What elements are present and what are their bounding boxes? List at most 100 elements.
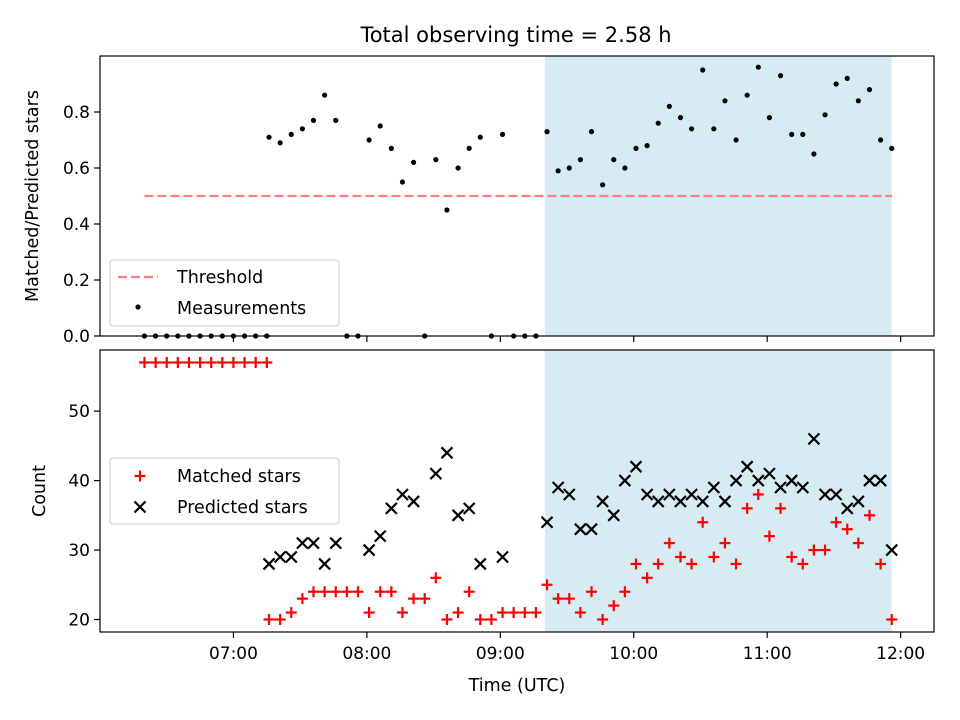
measurement-point (811, 151, 817, 157)
predicted-point (607, 509, 621, 522)
matched-point (374, 586, 386, 598)
measurement-point (410, 159, 417, 165)
predicted-point (874, 474, 887, 487)
predicted-point (651, 495, 665, 508)
legend: Threshold Measurements (109, 259, 340, 327)
measurement-point (288, 131, 294, 137)
matched-point (194, 357, 206, 369)
predicted-point (540, 515, 554, 529)
matched-point (519, 607, 531, 619)
legend-measurements-label: Measurements (177, 299, 306, 319)
predicted-point (329, 536, 343, 550)
predicted-point (618, 474, 632, 487)
x-tick-label: 07:00 (209, 644, 258, 664)
measurement-point (499, 131, 506, 137)
measurement-point (711, 126, 717, 132)
matched-point (419, 593, 431, 605)
measurement-point (444, 207, 450, 213)
predicted-point (752, 474, 765, 487)
measurement-point (866, 87, 873, 93)
matched-point (216, 357, 228, 369)
predicted-point (429, 467, 443, 480)
measurement-point (688, 126, 695, 132)
y-tick-label: 30 (68, 541, 90, 561)
matched-point (296, 593, 308, 605)
matched-point (686, 558, 698, 570)
matched-point (752, 488, 764, 500)
measurement-point (277, 140, 283, 146)
measurement-point (844, 75, 850, 81)
matched-point (227, 357, 239, 369)
matched-point (619, 586, 631, 598)
measurement-point (666, 103, 672, 109)
y-tick-label: 0.6 (63, 159, 90, 179)
predicted-point (863, 474, 876, 487)
y-tick-label: 20 (68, 610, 90, 630)
legend-box (109, 259, 340, 327)
predicted-point (496, 550, 509, 564)
matched-point (574, 607, 586, 619)
top-panel-ratio: 0.00.20.40.60.8 Matched/Predicted stars … (23, 55, 935, 347)
legend-plus-marker (134, 470, 146, 482)
measurement-point (700, 67, 706, 73)
predicted-point (562, 488, 576, 501)
matched-point (363, 607, 375, 619)
measurement-point (299, 126, 305, 132)
predicted-point (385, 502, 398, 515)
legend-matched-swatch (134, 470, 146, 482)
x-tick-label: 12:00 (876, 644, 925, 664)
legend-x-marker (133, 500, 147, 514)
matched-point (485, 613, 497, 625)
legend-threshold-label: Threshold (176, 268, 263, 288)
y-tick-label: 0.0 (63, 327, 90, 347)
matched-point (674, 551, 686, 563)
predicted-point (373, 529, 387, 543)
predicted-point (674, 495, 687, 508)
measurement-point (789, 131, 795, 137)
predicted-point (284, 550, 298, 564)
legend-predicted-swatch (133, 500, 147, 514)
matched-point (308, 586, 320, 598)
predicted-point (551, 481, 565, 494)
measurement-point (833, 81, 839, 87)
predicted-point (474, 557, 487, 571)
measurement-point (466, 145, 472, 151)
axes-frame (99, 55, 935, 337)
measurement-point (744, 92, 750, 98)
matched-point (408, 593, 420, 605)
measurement-point (755, 64, 761, 70)
measurement-point (266, 134, 272, 140)
measurement-point (399, 179, 406, 185)
predicted-point (707, 481, 721, 494)
predicted-point (451, 509, 465, 522)
x-ticks: 07:00 08:00 09:00 10:00 11:00 12:00 (209, 632, 925, 664)
matched-point (763, 530, 775, 542)
matched-point (508, 607, 520, 619)
matched-point (730, 558, 742, 570)
chart-title: Total observing time = 2.58 h (359, 23, 671, 47)
matched-point (263, 613, 275, 625)
matched-point (608, 600, 620, 612)
predicted-point (729, 474, 743, 487)
measurement-point (633, 145, 639, 151)
measurement-point (555, 168, 561, 174)
matched-point (541, 579, 553, 591)
measurement-point (600, 182, 606, 188)
predicted-point (785, 474, 798, 487)
y-axis-label: Count (30, 465, 50, 517)
matched-point (652, 558, 664, 570)
measurement-point (566, 165, 572, 171)
matched-point (530, 607, 542, 619)
measurement-point (677, 115, 684, 121)
predicted-point (574, 522, 587, 536)
x-axis-label: Time (UTC) (468, 676, 566, 696)
predicted-point (407, 495, 420, 508)
x-tick-label: 11:00 (743, 644, 792, 664)
measurement-point (477, 134, 483, 140)
predicted-point (774, 481, 787, 494)
predicted-point (273, 550, 287, 564)
measurement-point (333, 117, 339, 123)
predicted-point (796, 481, 810, 494)
matched-point (719, 537, 731, 549)
